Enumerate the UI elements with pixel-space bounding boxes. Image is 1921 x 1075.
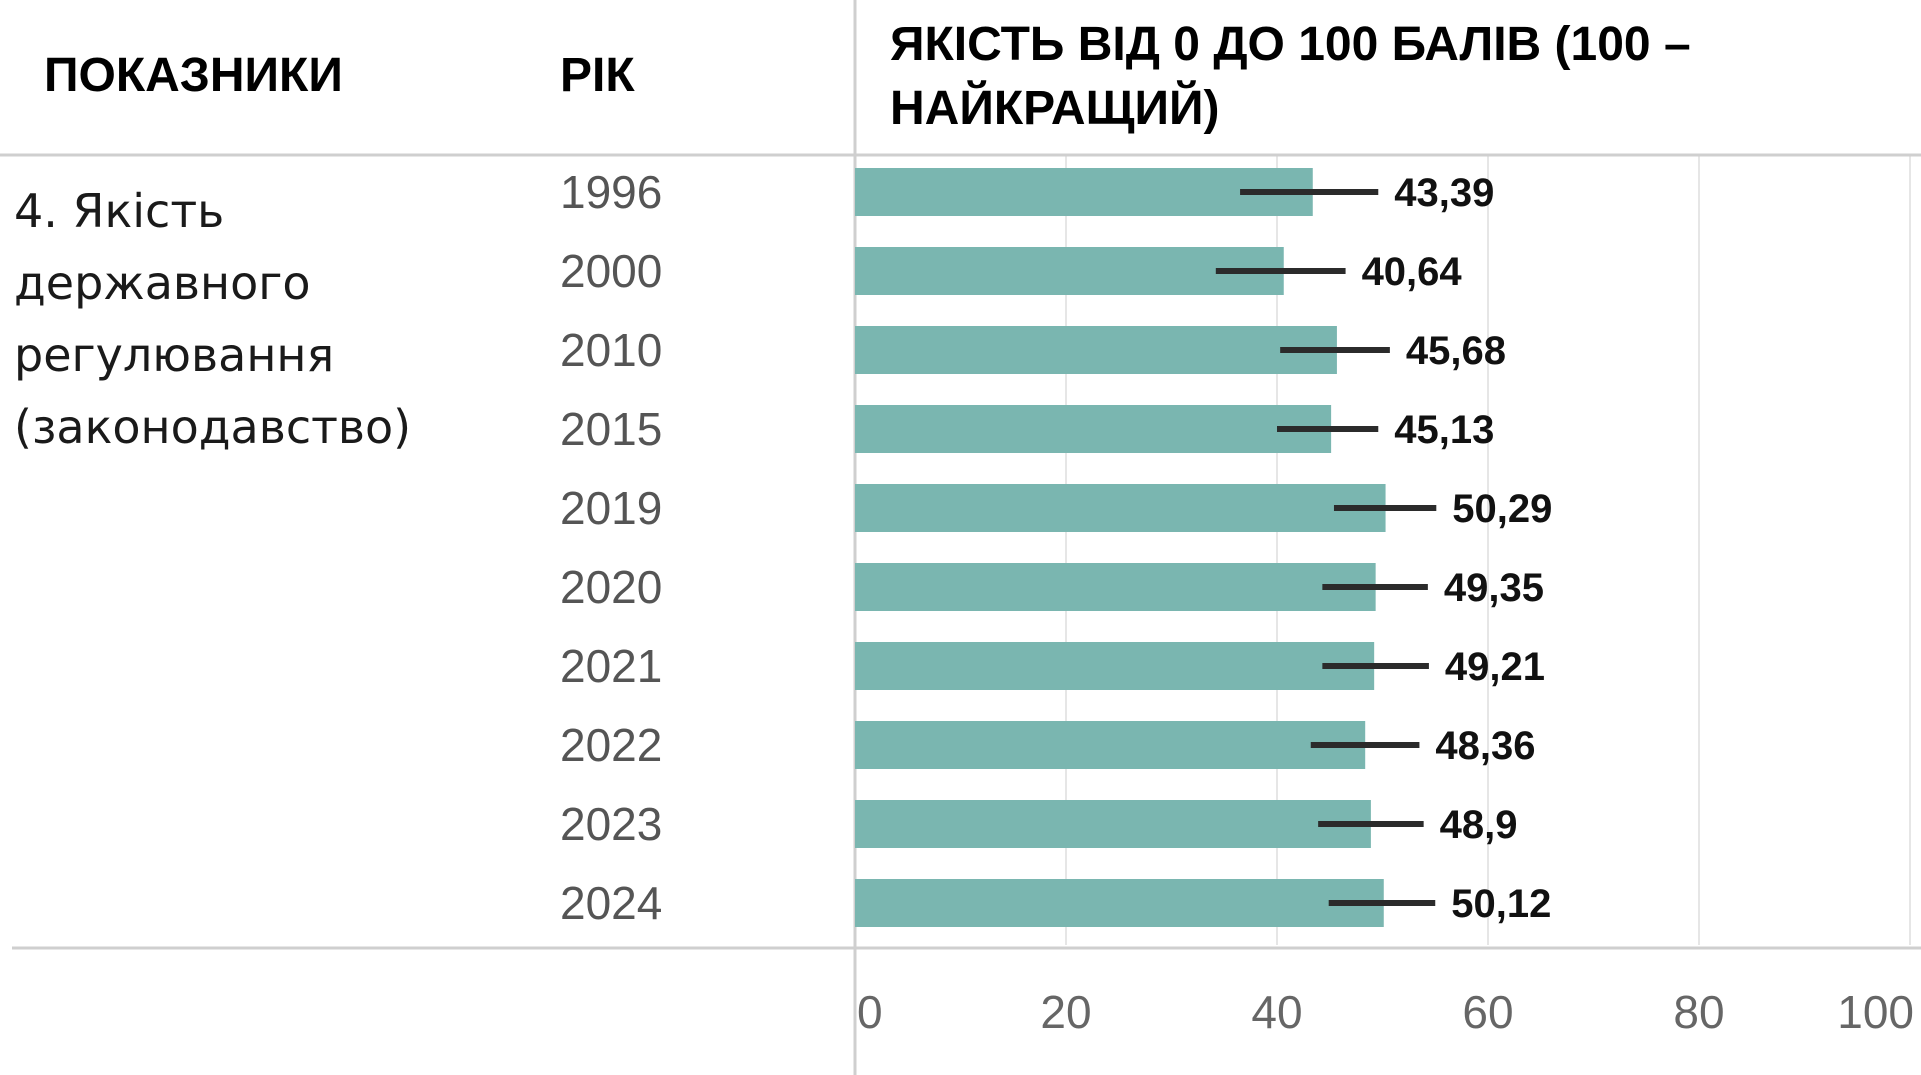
bar: [855, 168, 1313, 216]
data-label: 50,12: [1451, 882, 1551, 926]
column-header-year: РІК: [560, 49, 635, 102]
year-label: 2023: [560, 798, 662, 850]
data-label: 45,13: [1394, 408, 1494, 452]
year-label: 2024: [560, 877, 662, 929]
x-axis-ticks: 0 20 40 60 80 100: [857, 986, 1914, 1038]
data-label: 49,35: [1444, 566, 1544, 610]
indicator-line: 4. Якість: [14, 184, 225, 238]
x-tick-label: 100: [1837, 986, 1914, 1038]
data-label: 48,9: [1440, 803, 1518, 847]
data-label: 50,29: [1452, 487, 1552, 531]
column-header-indicators: ПОКАЗНИКИ: [44, 49, 343, 102]
column-header-quality-line2: НАЙКРАЩИЙ): [890, 82, 1220, 135]
bar: [855, 326, 1337, 374]
x-tick-label: 60: [1462, 986, 1513, 1038]
data-label: 40,64: [1362, 250, 1463, 294]
year-labels: 1996 2000 2010 2015 2019 2020 2021 2022 2023 2024: [560, 166, 662, 929]
year-label: 2015: [560, 403, 662, 455]
data-label: 43,39: [1394, 171, 1494, 215]
indicator-name: 4. Якість державного регулювання (законо…: [14, 175, 411, 463]
bar-layer: [855, 168, 1386, 927]
year-label: 1996: [560, 166, 662, 218]
bar: [855, 879, 1384, 927]
x-tick-label: 20: [1040, 986, 1091, 1038]
bar: [855, 484, 1386, 532]
bar: [855, 721, 1366, 769]
year-label: 2021: [560, 640, 662, 692]
data-label: 48,36: [1435, 724, 1535, 768]
bar: [855, 800, 1371, 848]
error-bar-layer: [1215, 189, 1437, 906]
indicator-line: (законодавство): [14, 400, 412, 454]
bar: [855, 405, 1332, 453]
year-label: 2019: [560, 482, 662, 534]
column-header-quality-line1: ЯКІСТЬ ВІД 0 ДО 100 БАЛІВ (100 –: [890, 18, 1691, 71]
year-label: 2020: [560, 561, 662, 613]
bar: [855, 563, 1376, 611]
year-label: 2010: [560, 324, 662, 376]
data-label: 49,21: [1445, 645, 1545, 689]
year-label: 2000: [560, 245, 662, 297]
bar: [855, 247, 1284, 295]
data-label: 45,68: [1406, 329, 1506, 373]
bar: [855, 642, 1375, 690]
year-label: 2022: [560, 719, 662, 771]
indicator-line: державного: [14, 256, 311, 310]
x-tick-label: 40: [1251, 986, 1302, 1038]
indicator-line: регулювання: [14, 328, 335, 382]
label-layer: 43,39 40,64 45,68 45,13 50,29 49,35 49,21 48,36…: [1362, 171, 1553, 926]
x-tick-label: 0: [857, 986, 883, 1038]
x-tick-label: 80: [1673, 986, 1724, 1038]
